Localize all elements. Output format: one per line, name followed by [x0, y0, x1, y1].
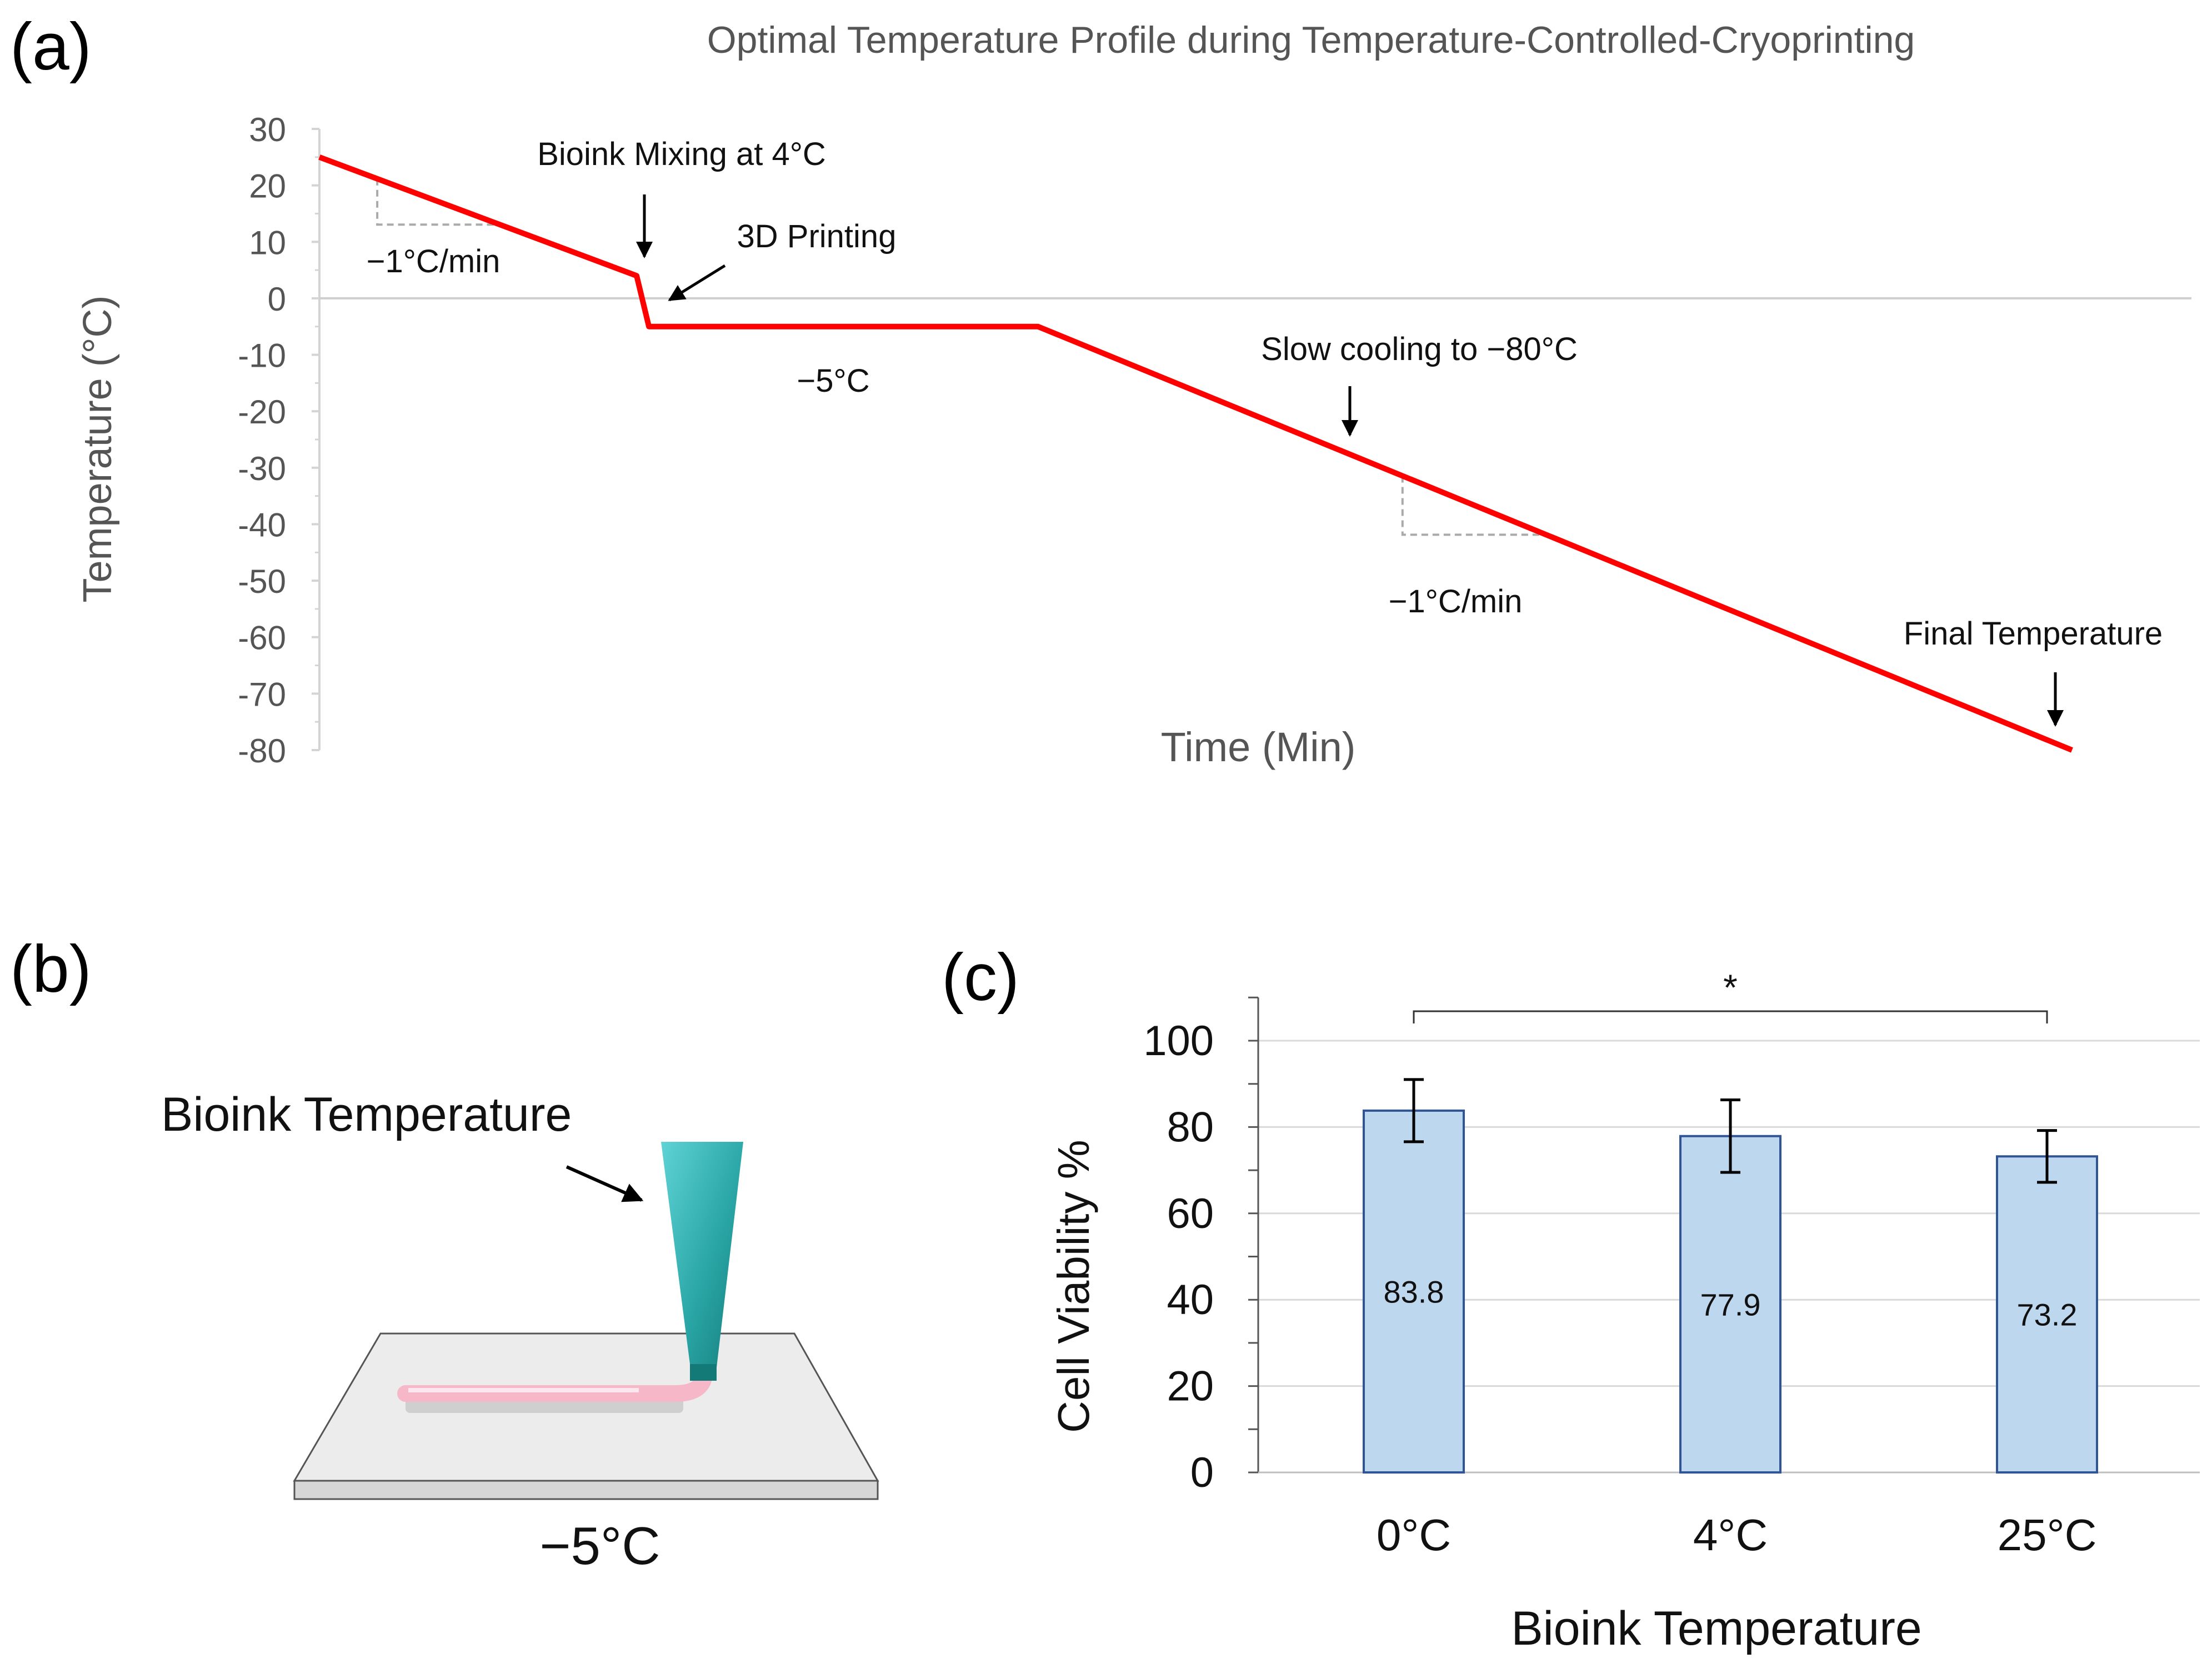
annotation-hold-temp: −5°C	[797, 363, 869, 399]
y-tick-label: -80	[238, 732, 286, 770]
y-tick-label: -50	[238, 563, 286, 600]
panel-label-b: (b)	[10, 932, 92, 1006]
y-tick-label: 10	[249, 224, 286, 261]
significance-marker: *	[1723, 967, 1738, 1008]
plate-temperature-label: −5°C	[539, 1516, 660, 1576]
temperature-profile-line	[318, 154, 2073, 753]
y-tick-label: 80	[1167, 1103, 1214, 1151]
chart-a-ylabel: Temperature (°C)	[76, 296, 120, 603]
value-labels: 83.8 77.9 73.2	[1384, 1274, 2078, 1332]
y-tick-label: 60	[1167, 1190, 1214, 1237]
chart-a-title: Optimal Temperature Profile during Tempe…	[707, 19, 1915, 61]
category-label: 4°C	[1693, 1510, 1768, 1560]
y-tick-label: -20	[238, 393, 286, 431]
annotation-final-temperature: Final Temperature	[1904, 616, 2163, 652]
annotation-rate-2: −1°C/min	[1389, 583, 1523, 620]
annotation-3d-printing: 3D Printing	[737, 218, 897, 254]
y-tick-label: 100	[1143, 1017, 1214, 1065]
y-tick-labels: 30 20 10 0 -10 -20 -30 -40 -50 -60 -70 -80	[238, 111, 286, 770]
illustration-label: Bioink Temperature	[161, 1088, 572, 1141]
arrow-to-nozzle	[565, 1165, 644, 1202]
y-tick-label: 0	[268, 281, 286, 318]
slope-guide	[1401, 476, 1547, 536]
bar	[1363, 1109, 1465, 1474]
y-tick-label: -30	[238, 450, 286, 487]
bars	[1363, 1109, 2098, 1474]
chart-c-ylabel: Cell Viability %	[1049, 1140, 1098, 1433]
y-tick-labels: 0 20 40 60 80 100	[1143, 1017, 1214, 1496]
value-label: 83.8	[1384, 1274, 1444, 1309]
y-tick-label: -60	[238, 620, 286, 657]
y-tick-label: 40	[1167, 1276, 1214, 1324]
nozzle	[661, 1142, 743, 1377]
y-tick-label: 0	[1190, 1449, 1214, 1496]
slope-guides	[376, 178, 1547, 536]
annotation-bioink-mixing: Bioink Mixing at 4°C	[537, 136, 826, 172]
slope-guide	[376, 178, 500, 226]
y-tick-label: 20	[249, 168, 286, 205]
temperature-profile-chart: Optimal Temperature Profile during Tempe…	[76, 19, 2191, 770]
y-tick-label: 30	[249, 111, 286, 148]
y-axis	[312, 128, 321, 751]
value-label: 77.9	[1700, 1287, 1761, 1322]
significance-bracket	[1413, 1010, 2048, 1023]
annotation-rate-1: −1°C/min	[367, 243, 501, 279]
printing-illustration: Bioink Temperature −5°C	[161, 1088, 879, 1576]
bar	[1679, 1135, 1781, 1474]
error-bars	[1404, 1078, 2057, 1184]
annotation-slow-cooling: Slow cooling to −80°C	[1261, 331, 1578, 367]
y-tick-label: -10	[238, 337, 286, 374]
panel-label-a: (a)	[10, 9, 92, 84]
category-labels: 0°C 4°C 25°C	[1377, 1510, 2097, 1560]
nozzle-tip	[690, 1364, 717, 1381]
category-label: 25°C	[1998, 1510, 2097, 1560]
cold-plate-side	[293, 1480, 879, 1500]
y-tick-label: -70	[238, 676, 286, 713]
chart-c-xlabel: Bioink Temperature	[1511, 1602, 1921, 1655]
panel-label-c: (c)	[942, 940, 1019, 1015]
value-label: 73.2	[2017, 1297, 2078, 1332]
y-tick-label: -40	[238, 506, 286, 543]
category-label: 0°C	[1377, 1510, 1451, 1560]
chart-a-xlabel: Time (Min)	[1161, 724, 1356, 770]
arrow-3d-printing	[668, 264, 726, 302]
cell-viability-chart: 0 20 40 60 80 100 83.8 77.9 73.2 0°C 4°C 25°C * C…	[1049, 967, 2200, 1655]
y-tick-label: 20	[1167, 1363, 1214, 1410]
